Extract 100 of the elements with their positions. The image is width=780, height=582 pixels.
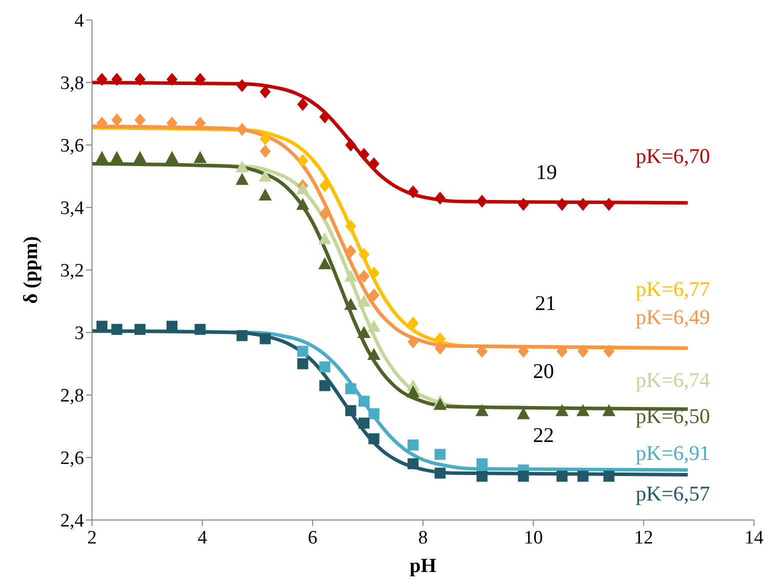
point <box>134 72 146 86</box>
point <box>556 470 568 482</box>
point <box>408 316 419 330</box>
point <box>345 405 356 416</box>
x-tick-label: 2 <box>87 527 97 548</box>
y-tick-label: 4 <box>74 10 84 32</box>
point <box>434 468 446 479</box>
point <box>577 198 588 211</box>
y-axis-title: δ (ppm) <box>20 236 42 304</box>
y-tick-label: 3,6 <box>60 136 84 157</box>
point <box>194 72 206 86</box>
point <box>603 344 614 358</box>
x-tick-label: 6 <box>308 527 318 548</box>
point <box>476 194 488 208</box>
point <box>368 288 380 302</box>
point <box>134 114 146 126</box>
point <box>408 335 419 348</box>
point <box>358 418 370 429</box>
point <box>260 333 271 344</box>
point <box>408 440 419 450</box>
x-tick-label: 8 <box>418 527 428 548</box>
point <box>260 85 271 98</box>
point <box>603 198 614 211</box>
annotation: 21 <box>535 291 556 316</box>
point <box>236 122 248 136</box>
point <box>236 79 248 92</box>
point <box>345 138 356 152</box>
annotation: 22 <box>533 423 554 448</box>
point <box>357 294 370 307</box>
point <box>344 270 358 282</box>
point <box>358 396 370 407</box>
series-label: pK=6,91 <box>636 441 710 465</box>
point <box>260 144 271 158</box>
point <box>556 198 568 211</box>
y-tick-label: 3 <box>74 323 84 344</box>
series-label: pK=6,50 <box>636 404 710 428</box>
point <box>260 132 271 146</box>
point <box>367 348 380 360</box>
point <box>367 320 380 332</box>
point <box>434 448 446 460</box>
point <box>319 380 330 392</box>
point <box>296 198 310 210</box>
point <box>111 114 122 126</box>
point <box>165 151 178 163</box>
point <box>96 116 108 130</box>
x-tick-label: 10 <box>524 527 543 548</box>
point <box>194 151 207 163</box>
series-label: pK=6,57 <box>636 482 710 506</box>
x-tick-label: 4 <box>198 527 208 548</box>
point <box>166 72 178 86</box>
annotation: 20 <box>533 359 554 384</box>
series-label: pK=6,74 <box>636 368 711 392</box>
point <box>297 346 308 357</box>
point <box>345 244 356 258</box>
point <box>236 172 249 185</box>
point <box>111 72 122 86</box>
y-tick-label: 3,2 <box>60 260 84 282</box>
point <box>344 298 358 310</box>
point <box>577 470 588 482</box>
point <box>258 170 272 182</box>
point <box>358 148 370 161</box>
point <box>345 383 356 394</box>
point <box>408 458 419 470</box>
point <box>236 330 248 342</box>
point <box>603 470 614 482</box>
point <box>111 324 122 335</box>
point <box>368 408 380 420</box>
point <box>296 182 310 194</box>
point <box>357 326 370 338</box>
point <box>194 116 206 130</box>
point <box>406 385 420 398</box>
point <box>96 72 108 86</box>
series-label: pK=6,70 <box>636 144 710 168</box>
point <box>358 270 370 283</box>
point <box>297 358 308 370</box>
point <box>358 248 370 261</box>
y-tick-label: 2,4 <box>60 510 84 532</box>
point <box>236 160 249 172</box>
point <box>368 157 380 170</box>
point <box>194 324 206 335</box>
point <box>318 232 332 244</box>
point <box>95 151 108 163</box>
point <box>408 185 419 198</box>
point <box>577 344 588 358</box>
point <box>319 361 330 372</box>
point <box>368 433 380 444</box>
x-tick-label: 12 <box>634 527 654 548</box>
point <box>258 188 272 200</box>
y-tick-label: 2,6 <box>60 448 84 470</box>
x-tick-label: 14 <box>744 527 764 548</box>
point <box>434 332 446 346</box>
point <box>476 470 488 482</box>
point <box>476 404 489 416</box>
point <box>345 220 356 233</box>
point <box>602 404 616 416</box>
point <box>297 154 308 168</box>
point <box>368 266 380 280</box>
point <box>133 151 146 163</box>
point <box>319 207 330 220</box>
y-tick-label: 3,8 <box>60 73 84 94</box>
